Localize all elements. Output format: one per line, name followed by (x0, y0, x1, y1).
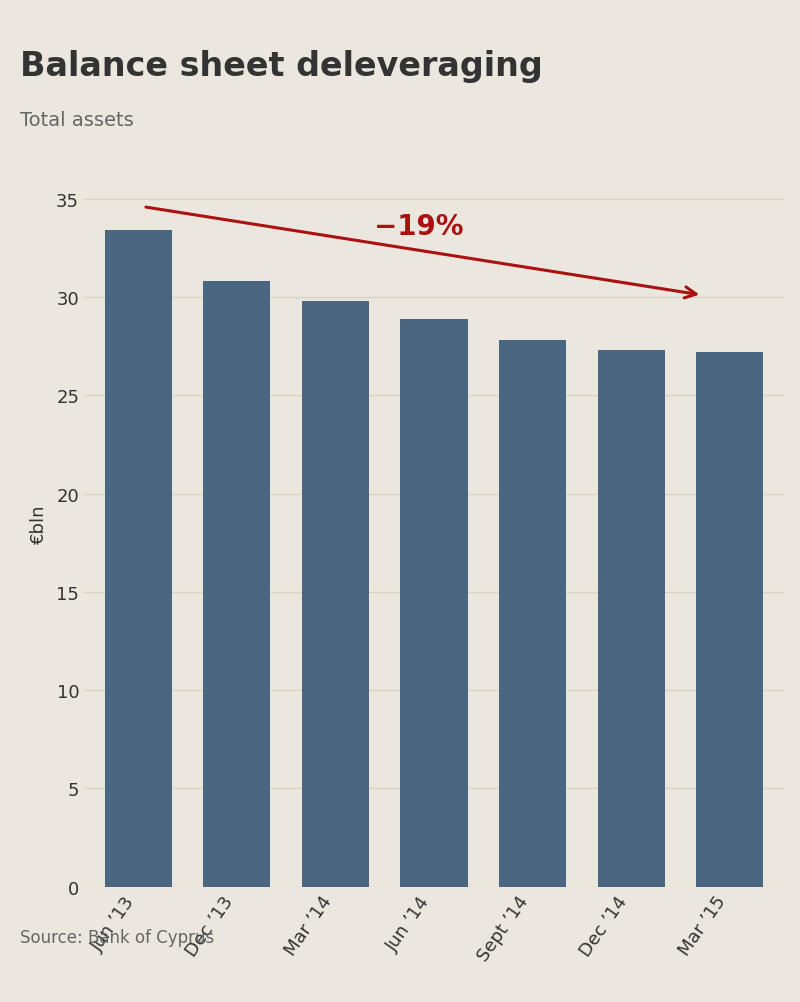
Bar (401, 320, 467, 887)
Bar (598, 351, 665, 887)
Bar (499, 341, 566, 887)
Text: −19%: −19% (374, 213, 464, 241)
Text: Source: Bank of Cyprus: Source: Bank of Cyprus (20, 928, 214, 946)
Text: Total assets: Total assets (20, 110, 134, 129)
Bar (696, 353, 763, 887)
Bar (203, 282, 270, 887)
Bar (105, 231, 172, 887)
Text: Balance sheet deleveraging: Balance sheet deleveraging (20, 50, 542, 83)
Bar (302, 302, 369, 887)
Y-axis label: €bln: €bln (30, 504, 48, 543)
